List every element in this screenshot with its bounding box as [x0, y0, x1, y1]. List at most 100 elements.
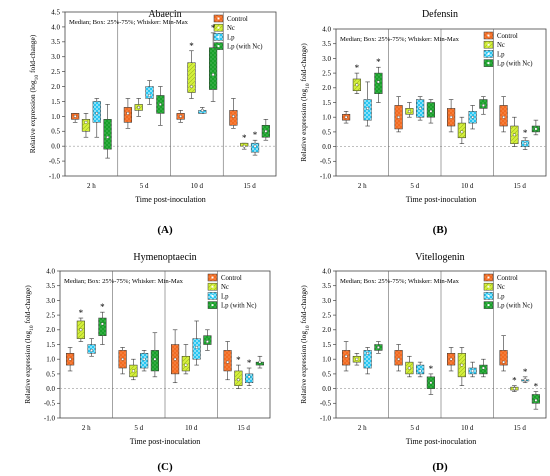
box-pattern: [532, 394, 540, 404]
median-marker: [449, 357, 453, 361]
significance-star: *: [242, 133, 247, 143]
box-pattern: [103, 119, 112, 150]
median-marker: [137, 106, 140, 109]
x-tick-label: 2 h: [82, 424, 91, 432]
median-marker: [190, 85, 193, 88]
x-tick-label: 10 d: [191, 182, 204, 190]
median-marker: [148, 94, 151, 97]
x-tick-label: 2 h: [87, 182, 96, 190]
median-marker: [159, 103, 162, 106]
y-tick-label: 3.0: [51, 53, 60, 61]
median-marker: [449, 115, 453, 119]
legend-label: Nc: [497, 42, 505, 49]
significance-star: *: [355, 63, 360, 73]
median-marker: [79, 328, 83, 332]
significance-star: *: [523, 128, 528, 138]
median-marker: [429, 381, 433, 384]
box-pattern: [92, 101, 101, 123]
significance-star: *: [236, 355, 241, 365]
box-pattern: [427, 102, 435, 118]
significance-star: *: [376, 57, 381, 67]
y-tick-label: 4.0: [51, 23, 60, 31]
box-pattern: [229, 110, 238, 126]
median-marker: [84, 121, 88, 124]
significance-star: *: [253, 130, 258, 140]
x-tick-label: 15 d: [244, 182, 257, 190]
median-marker: [482, 366, 485, 370]
legend-median-dot: [487, 285, 490, 288]
box-pattern: [187, 62, 196, 93]
legend-median-dot: [211, 285, 214, 288]
median-marker: [173, 357, 177, 361]
median-marker: [355, 83, 359, 87]
median-marker: [226, 360, 229, 364]
y-tick-label: 1.5: [51, 98, 60, 106]
x-tick-label: 5 d: [410, 424, 419, 432]
x-axis-label: Time post-inoculation: [406, 195, 477, 204]
y-tick-label: -0.5: [49, 157, 61, 165]
y-tick-label: 2.0: [322, 84, 331, 92]
legend-median-dot: [487, 304, 490, 307]
significance-star: *: [512, 376, 517, 386]
y-tick-label: 4.5: [51, 8, 60, 16]
box-pattern: [82, 119, 90, 132]
legend-label: Lp (with Nc): [497, 303, 533, 310]
box-pattern: [363, 350, 372, 369]
y-tick-label: 1.5: [322, 341, 331, 349]
box-pattern: [192, 338, 201, 360]
box-pattern: [479, 365, 488, 374]
box-pattern: [151, 350, 159, 371]
significance-star: *: [534, 382, 539, 392]
box-pattern: [209, 47, 217, 90]
y-tick-label: 2.5: [51, 68, 60, 76]
median-marker: [73, 115, 77, 118]
y-tick-label: 0.5: [46, 370, 55, 378]
median-marker: [121, 357, 124, 361]
median-marker: [460, 130, 464, 134]
significance-star: *: [100, 302, 105, 312]
x-tick-label: 2 h: [358, 182, 367, 190]
significance-star: *: [79, 308, 84, 318]
significance-star: *: [523, 367, 528, 377]
median-marker: [366, 352, 369, 355]
box-pattern: [499, 105, 508, 127]
legend-label: Control: [497, 33, 518, 40]
median-marker: [153, 357, 157, 361]
box-pattern: [256, 362, 264, 366]
chart-title: Hymenoptaecin: [133, 252, 196, 263]
chart-title: Abaecin: [148, 9, 181, 20]
median-marker: [513, 387, 516, 390]
median-marker: [513, 133, 516, 137]
significance-star: *: [247, 358, 252, 368]
y-tick-label: 1.5: [322, 99, 331, 107]
panel-label: (C): [157, 461, 173, 473]
y-tick-label: 0.5: [322, 370, 331, 378]
y-tick-label: 1.0: [51, 113, 60, 121]
median-marker: [355, 357, 359, 361]
y-axis-label: Relative expression (log10 fold-change): [299, 43, 311, 162]
box-pattern: [98, 318, 107, 336]
median-marker: [534, 399, 538, 402]
box-pattern: [198, 110, 207, 114]
y-tick-label: 1.0: [46, 356, 55, 364]
median-marker: [523, 378, 527, 382]
legend-median-dot: [217, 35, 220, 38]
median-marker: [232, 115, 235, 118]
legend-median-dot: [217, 45, 220, 48]
y-tick-label: 2.0: [322, 326, 331, 334]
chart-panel-1: Abaecin -1.0 -0.5 0.0 0.5 1.0 1.5 2.0 2.5 3.0 3.5 4…: [28, 8, 277, 236]
box-pattern: [240, 143, 249, 147]
median-marker: [211, 73, 215, 76]
box-pattern: [145, 86, 154, 99]
median-marker: [242, 144, 246, 148]
median-marker: [237, 378, 240, 382]
legend-median-dot: [487, 62, 490, 65]
y-tick-label: 2.0: [46, 326, 55, 334]
median-marker: [247, 375, 251, 379]
median-marker: [132, 369, 135, 373]
chart-panel-3: Hymenoptaecin -1.0 -0.5 0.0 0.5 1.0 1.5 2.0 2.5 3…: [23, 252, 271, 473]
box-pattern: [479, 99, 488, 109]
y-axis-label: Relative expression (log10 fold-change): [28, 34, 40, 153]
median-marker: [184, 363, 188, 367]
legend-median-dot: [487, 276, 490, 279]
